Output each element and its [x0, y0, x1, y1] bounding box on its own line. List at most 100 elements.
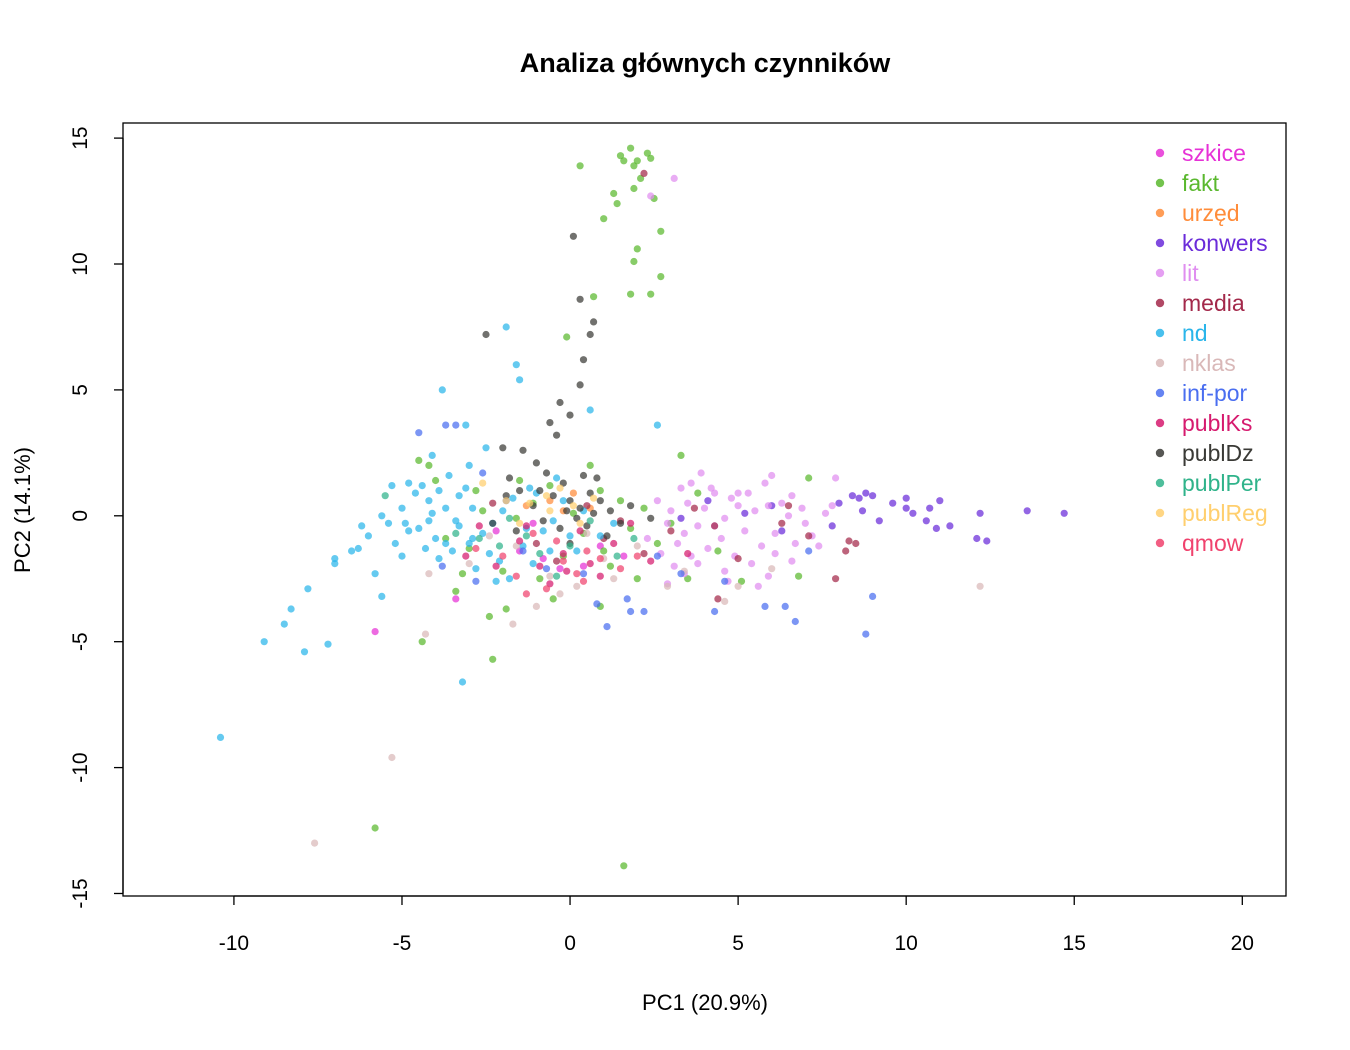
legend-label: inf-por: [1182, 380, 1248, 406]
data-point: [805, 547, 813, 555]
data-point: [751, 507, 759, 515]
data-point: [610, 519, 618, 527]
data-point: [805, 532, 813, 540]
data-point: [553, 431, 561, 439]
legend-marker: [1155, 328, 1165, 338]
data-point: [815, 542, 823, 550]
data-point: [748, 560, 756, 568]
series-nd: [216, 323, 662, 742]
data-point: [388, 753, 396, 762]
data-point: [620, 552, 628, 560]
data-point: [828, 522, 836, 530]
data-point: [741, 509, 749, 517]
x-tick-label: 0: [564, 932, 576, 955]
data-point: [714, 595, 722, 603]
data-point: [556, 398, 564, 407]
data-point: [721, 514, 729, 522]
legend-marker: [1155, 298, 1165, 308]
data-point: [590, 509, 598, 517]
data-point: [432, 534, 440, 543]
data-point: [405, 479, 413, 487]
legend-label: szkice: [1182, 140, 1246, 166]
data-point: [563, 333, 571, 341]
data-point: [579, 356, 588, 364]
data-point: [505, 575, 514, 583]
data-point: [694, 522, 702, 530]
legend-label: publKs: [1182, 410, 1252, 436]
data-point: [553, 572, 561, 580]
data-point: [758, 542, 766, 550]
legend: szkice fakt urzęd konwers lit media nd nklas inf…: [1155, 140, 1268, 556]
data-point: [677, 570, 685, 578]
y-tick-label: 5: [69, 384, 92, 396]
data-point: [670, 174, 678, 182]
data-point: [428, 509, 436, 517]
data-point: [522, 590, 531, 598]
x-tick-label: 10: [894, 932, 917, 955]
data-point: [630, 184, 638, 193]
data-point: [455, 522, 463, 530]
data-point: [452, 587, 460, 595]
data-point: [761, 479, 769, 487]
data-point: [529, 529, 537, 538]
data-point: [499, 444, 507, 452]
x-tick-label: 15: [1063, 932, 1086, 955]
legend-label: nklas: [1182, 350, 1236, 376]
data-point: [687, 479, 695, 487]
data-point: [546, 419, 554, 427]
data-point: [546, 547, 554, 555]
data-point: [542, 469, 551, 477]
data-point: [593, 600, 601, 608]
data-point: [475, 534, 483, 543]
data-point: [502, 497, 510, 505]
data-point: [388, 482, 396, 490]
data-point: [600, 547, 608, 555]
data-point: [435, 555, 443, 563]
data-point: [546, 507, 554, 515]
data-point: [516, 376, 524, 384]
data-point: [482, 330, 490, 339]
data-point: [489, 655, 497, 663]
data-point: [539, 527, 547, 535]
data-point: [579, 577, 588, 585]
data-point: [479, 469, 487, 477]
data-point: [438, 562, 446, 570]
data-point: [1023, 507, 1031, 515]
data-point: [549, 492, 557, 500]
data-point: [781, 602, 789, 611]
data-point: [828, 502, 836, 510]
legend-label: qmow: [1182, 530, 1244, 556]
data-point: [583, 547, 591, 555]
data-point: [536, 550, 544, 558]
data-point: [647, 192, 655, 200]
series-publKs: [462, 519, 692, 588]
data-point: [505, 514, 514, 522]
data-point: [559, 550, 567, 558]
data-point: [616, 497, 625, 505]
legend-marker: [1155, 268, 1165, 278]
data-point: [411, 489, 419, 497]
data-point: [502, 605, 510, 613]
data-point: [717, 534, 725, 543]
legend-marker: [1155, 478, 1165, 488]
legend-marker: [1155, 148, 1165, 158]
data-point: [405, 527, 413, 535]
data-point: [371, 628, 379, 636]
data-point: [331, 560, 339, 568]
data-point: [364, 532, 372, 540]
data-point: [516, 476, 524, 485]
data-point: [771, 550, 779, 558]
data-point: [569, 502, 578, 510]
data-point: [741, 527, 749, 535]
data-point: [421, 630, 430, 638]
data-point: [798, 504, 806, 512]
data-point: [606, 507, 615, 515]
data-point: [348, 547, 356, 555]
legend-label: nd: [1182, 320, 1208, 346]
data-point: [653, 552, 662, 560]
data-point: [479, 507, 487, 515]
data-point: [976, 509, 984, 517]
data-point: [452, 529, 460, 538]
data-point: [512, 527, 520, 535]
data-point: [694, 489, 702, 497]
